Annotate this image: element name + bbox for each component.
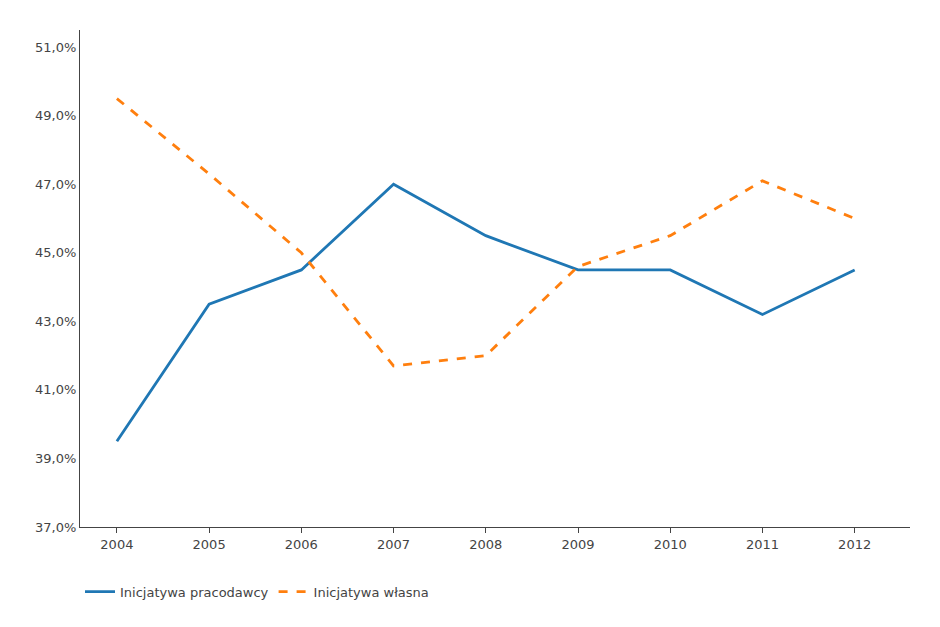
svg-text:37,0%: 37,0% xyxy=(35,520,76,535)
svg-text:51,0%: 51,0% xyxy=(35,40,76,55)
svg-text:2008: 2008 xyxy=(469,537,502,552)
svg-text:2009: 2009 xyxy=(561,537,594,552)
svg-text:41,0%: 41,0% xyxy=(35,382,76,397)
svg-text:Inicjatywa pracodawcy: Inicjatywa pracodawcy xyxy=(120,585,269,600)
svg-text:49,0%: 49,0% xyxy=(35,108,76,123)
svg-text:2010: 2010 xyxy=(654,537,687,552)
svg-text:2007: 2007 xyxy=(377,537,410,552)
svg-text:2004: 2004 xyxy=(100,537,133,552)
svg-text:45,0%: 45,0% xyxy=(35,245,76,260)
svg-text:39,0%: 39,0% xyxy=(35,451,76,466)
svg-text:2006: 2006 xyxy=(285,537,318,552)
svg-text:2011: 2011 xyxy=(746,537,779,552)
svg-text:43,0%: 43,0% xyxy=(35,314,76,329)
svg-text:47,0%: 47,0% xyxy=(35,177,76,192)
svg-text:Inicjatywa własna: Inicjatywa własna xyxy=(314,585,429,600)
svg-text:2005: 2005 xyxy=(193,537,226,552)
svg-text:2012: 2012 xyxy=(838,537,871,552)
